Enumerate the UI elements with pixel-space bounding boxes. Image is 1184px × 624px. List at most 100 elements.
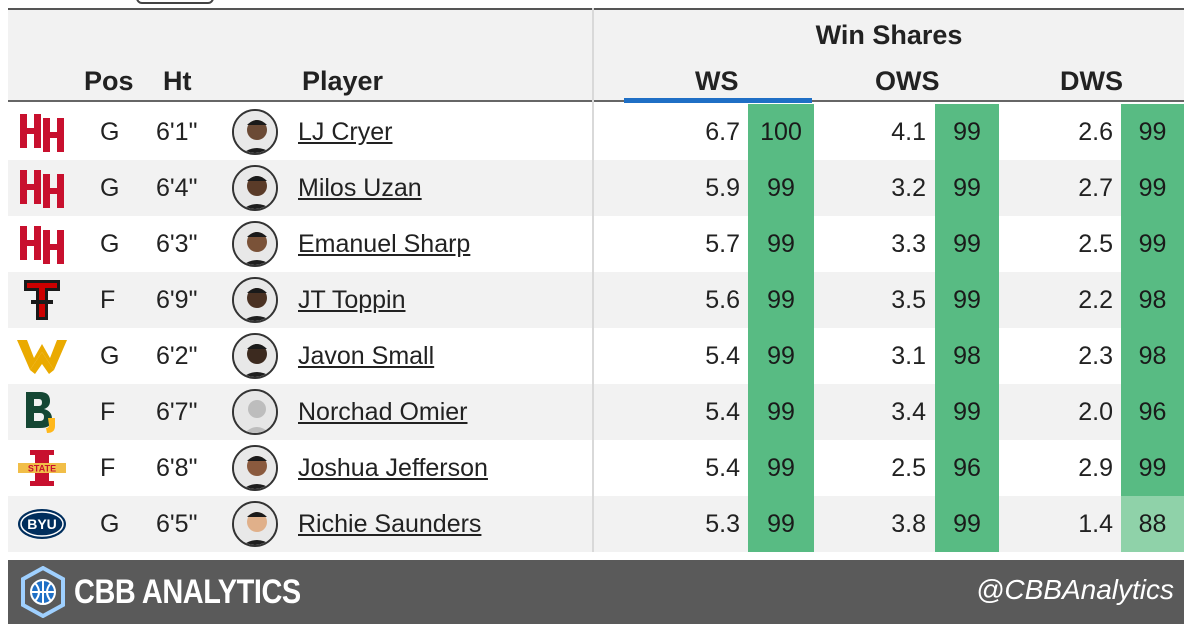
player-name-link[interactable]: Richie Saunders — [298, 510, 482, 538]
cbb-basketball-shield-icon — [21, 566, 65, 618]
table-row[interactable]: G 6'2" Javon Small 5.4 99 3.1 98 2.3 98 — [8, 328, 1184, 384]
table-row[interactable]: BYU G 6'5" Richie Saunders 5.3 99 3.8 99 1.4 88 — [8, 496, 1184, 552]
ows-percentile: 99 — [935, 160, 999, 216]
ows-value: 3.1 — [891, 342, 926, 370]
texas-tech-logo-icon — [16, 280, 68, 320]
col-header-player[interactable]: Player — [302, 66, 384, 96]
height-cell: 6'8" — [156, 454, 198, 482]
ws-percentile: 99 — [748, 440, 814, 496]
height-cell: 6'7" — [156, 398, 198, 426]
ows-percentile: 99 — [935, 272, 999, 328]
ows-percentile: 96 — [935, 440, 999, 496]
table-row[interactable]: F 6'7" Norchad Omier 5.4 99 3.4 99 2.0 96 — [8, 384, 1184, 440]
player-headshot — [232, 109, 278, 155]
player-name-link[interactable]: Javon Small — [298, 342, 435, 370]
ows-percentile: 99 — [935, 496, 999, 552]
dws-percentile: 99 — [1121, 104, 1184, 160]
ows-percentile: 99 — [935, 104, 999, 160]
dws-percentile: 99 — [1121, 160, 1184, 216]
ws-value: 6.7 — [705, 118, 740, 146]
ws-value: 5.3 — [705, 510, 740, 538]
table-row[interactable]: F 6'9" JT Toppin 5.6 99 3.5 99 2.2 98 — [8, 272, 1184, 328]
player-name-link[interactable]: Norchad Omier — [298, 398, 468, 426]
ows-value: 3.5 — [891, 286, 926, 314]
col-header-ws[interactable]: WS — [695, 66, 739, 96]
height-cell: 6'9" — [156, 286, 198, 314]
ws-value: 5.4 — [705, 342, 740, 370]
ws-value: 5.4 — [705, 454, 740, 482]
table-row[interactable]: G 6'3" Emanuel Sharp 5.7 99 3.3 99 2.5 99 — [8, 216, 1184, 272]
svg-text:BYU: BYU — [27, 516, 57, 532]
pos-cell: G — [100, 230, 120, 258]
table-header: Win Shares Pos Ht Player WS OWS DWS — [8, 8, 1184, 103]
pos-cell: F — [100, 398, 116, 426]
height-cell: 6'4" — [156, 174, 198, 202]
ws-percentile: 99 — [748, 272, 814, 328]
houston-logo-icon — [16, 224, 68, 264]
player-headshot — [232, 389, 278, 435]
ws-sort-indicator — [624, 98, 812, 103]
west-virginia-logo-icon — [16, 336, 68, 376]
table-row[interactable]: G 6'1" LJ Cryer 6.7 100 4.1 99 2.6 99 — [8, 104, 1184, 160]
baylor-logo-icon — [16, 392, 68, 433]
dws-value: 2.2 — [1078, 286, 1113, 314]
ws-value: 5.6 — [705, 286, 740, 314]
player-name-link[interactable]: Emanuel Sharp — [298, 230, 471, 258]
dws-percentile: 99 — [1121, 440, 1184, 496]
houston-logo-icon — [16, 112, 68, 152]
dws-percentile: 96 — [1121, 384, 1184, 440]
pos-cell: F — [100, 286, 116, 314]
table-row[interactable]: STATE F 6'8" Joshua Jefferson 5.4 99 2.5 96 2.9 9… — [8, 440, 1184, 496]
svg-text:STATE: STATE — [28, 464, 56, 474]
ws-percentile: 99 — [748, 160, 814, 216]
player-name-link[interactable]: Milos Uzan — [298, 174, 422, 202]
houston-logo-icon — [16, 168, 68, 208]
dws-percentile: 98 — [1121, 328, 1184, 384]
dws-percentile: 99 — [1121, 216, 1184, 272]
dws-percentile: 88 — [1121, 496, 1184, 552]
dws-value: 2.9 — [1078, 454, 1113, 482]
group-header-win-shares: Win Shares — [815, 20, 963, 50]
ows-percentile: 99 — [935, 216, 999, 272]
ows-percentile: 98 — [935, 328, 999, 384]
pos-cell: F — [100, 454, 116, 482]
ws-percentile: 99 — [748, 216, 814, 272]
ws-value: 5.4 — [705, 398, 740, 426]
col-header-ows[interactable]: OWS — [875, 66, 940, 96]
player-headshot — [232, 445, 278, 491]
twitter-handle[interactable]: @CBBAnalytics — [975, 574, 1174, 605]
table-row[interactable]: G 6'4" Milos Uzan 5.9 99 3.2 99 2.7 99 — [8, 160, 1184, 216]
brand: CBB ANALYTICS — [20, 566, 341, 618]
player-name-link[interactable]: JT Toppin — [298, 286, 406, 314]
ows-percentile: 99 — [935, 384, 999, 440]
player-name-link[interactable]: Joshua Jefferson — [298, 454, 488, 482]
win-shares-table: Win Shares Pos Ht Player WS OWS DWS G 6'1… — [8, 8, 1184, 552]
height-cell: 6'5" — [156, 510, 198, 538]
col-header-dws[interactable]: DWS — [1060, 66, 1123, 96]
ows-value: 4.1 — [891, 118, 926, 146]
dws-value: 2.3 — [1078, 342, 1113, 370]
player-headshot — [232, 221, 278, 267]
ws-percentile: 99 — [748, 496, 814, 552]
ws-percentile: 99 — [748, 384, 814, 440]
height-cell: 6'2" — [156, 342, 198, 370]
player-headshot — [232, 333, 278, 379]
height-cell: 6'3" — [156, 230, 198, 258]
pos-cell: G — [100, 118, 120, 146]
ows-value: 3.3 — [891, 230, 926, 258]
dws-value: 2.6 — [1078, 118, 1113, 146]
player-headshot — [232, 165, 278, 211]
ws-value: 5.9 — [705, 174, 740, 202]
dws-percentile: 98 — [1121, 272, 1184, 328]
player-name-link[interactable]: LJ Cryer — [298, 118, 393, 146]
player-headshot — [232, 277, 278, 323]
col-header-pos[interactable]: Pos — [84, 66, 134, 96]
pos-cell: G — [100, 342, 120, 370]
col-header-ht[interactable]: Ht — [163, 66, 192, 96]
dws-value: 2.5 — [1078, 230, 1113, 258]
ows-value: 3.2 — [891, 174, 926, 202]
height-cell: 6'1" — [156, 118, 198, 146]
dws-value: 1.4 — [1078, 510, 1113, 538]
player-headshot — [232, 501, 278, 547]
byu-logo-icon: BYU — [16, 504, 68, 544]
